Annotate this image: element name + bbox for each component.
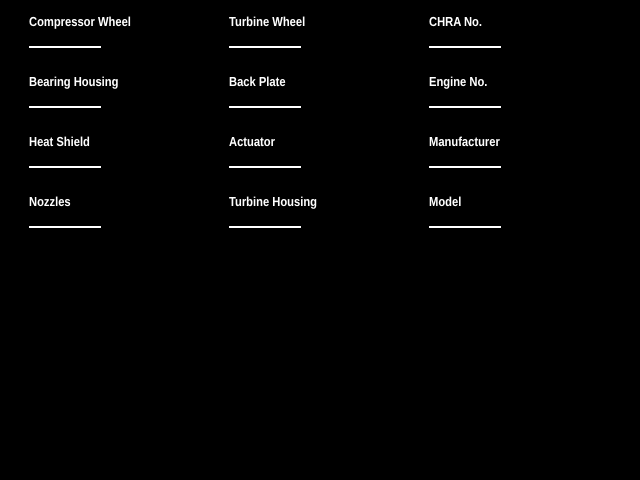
field-model[interactable]: Model — [429, 192, 629, 252]
field-engine-no[interactable]: Engine No. — [429, 72, 629, 132]
field-label: Engine No. — [429, 74, 488, 89]
field-nozzles[interactable]: Nozzles — [29, 192, 229, 252]
field-label: Manufacturer — [429, 134, 500, 149]
field-manufacturer[interactable]: Manufacturer — [429, 132, 629, 192]
field-label: Turbine Wheel — [229, 14, 306, 29]
field-label: Model — [429, 194, 462, 209]
field-chra-no[interactable]: CHRA No. — [429, 12, 629, 72]
field-bearing-housing[interactable]: Bearing Housing — [29, 72, 229, 132]
field-underline[interactable] — [429, 226, 501, 228]
field-label: Compressor Wheel — [29, 14, 131, 29]
field-label: Turbine Housing — [229, 194, 317, 209]
field-label: CHRA No. — [429, 14, 482, 29]
field-underline[interactable] — [29, 166, 101, 168]
field-actuator[interactable]: Actuator — [229, 132, 429, 192]
field-heat-shield[interactable]: Heat Shield — [29, 132, 229, 192]
field-label: Heat Shield — [29, 134, 90, 149]
field-label: Actuator — [229, 134, 275, 149]
field-underline[interactable] — [29, 46, 101, 48]
field-back-plate[interactable]: Back Plate — [229, 72, 429, 132]
field-underline[interactable] — [229, 46, 301, 48]
empty-lower-region — [0, 240, 640, 480]
field-underline[interactable] — [429, 106, 501, 108]
field-label: Bearing Housing — [29, 74, 119, 89]
field-underline[interactable] — [229, 106, 301, 108]
field-underline[interactable] — [29, 106, 101, 108]
field-turbine-wheel[interactable]: Turbine Wheel — [229, 12, 429, 72]
field-underline[interactable] — [429, 46, 501, 48]
field-underline[interactable] — [429, 166, 501, 168]
field-underline[interactable] — [229, 166, 301, 168]
field-turbine-housing[interactable]: Turbine Housing — [229, 192, 429, 252]
field-underline[interactable] — [229, 226, 301, 228]
field-label: Back Plate — [229, 74, 286, 89]
field-compressor-wheel[interactable]: Compressor Wheel — [29, 12, 229, 72]
field-label: Nozzles — [29, 194, 71, 209]
field-underline[interactable] — [29, 226, 101, 228]
parts-form-grid: Compressor Wheel Turbine Wheel CHRA No. … — [29, 12, 629, 252]
